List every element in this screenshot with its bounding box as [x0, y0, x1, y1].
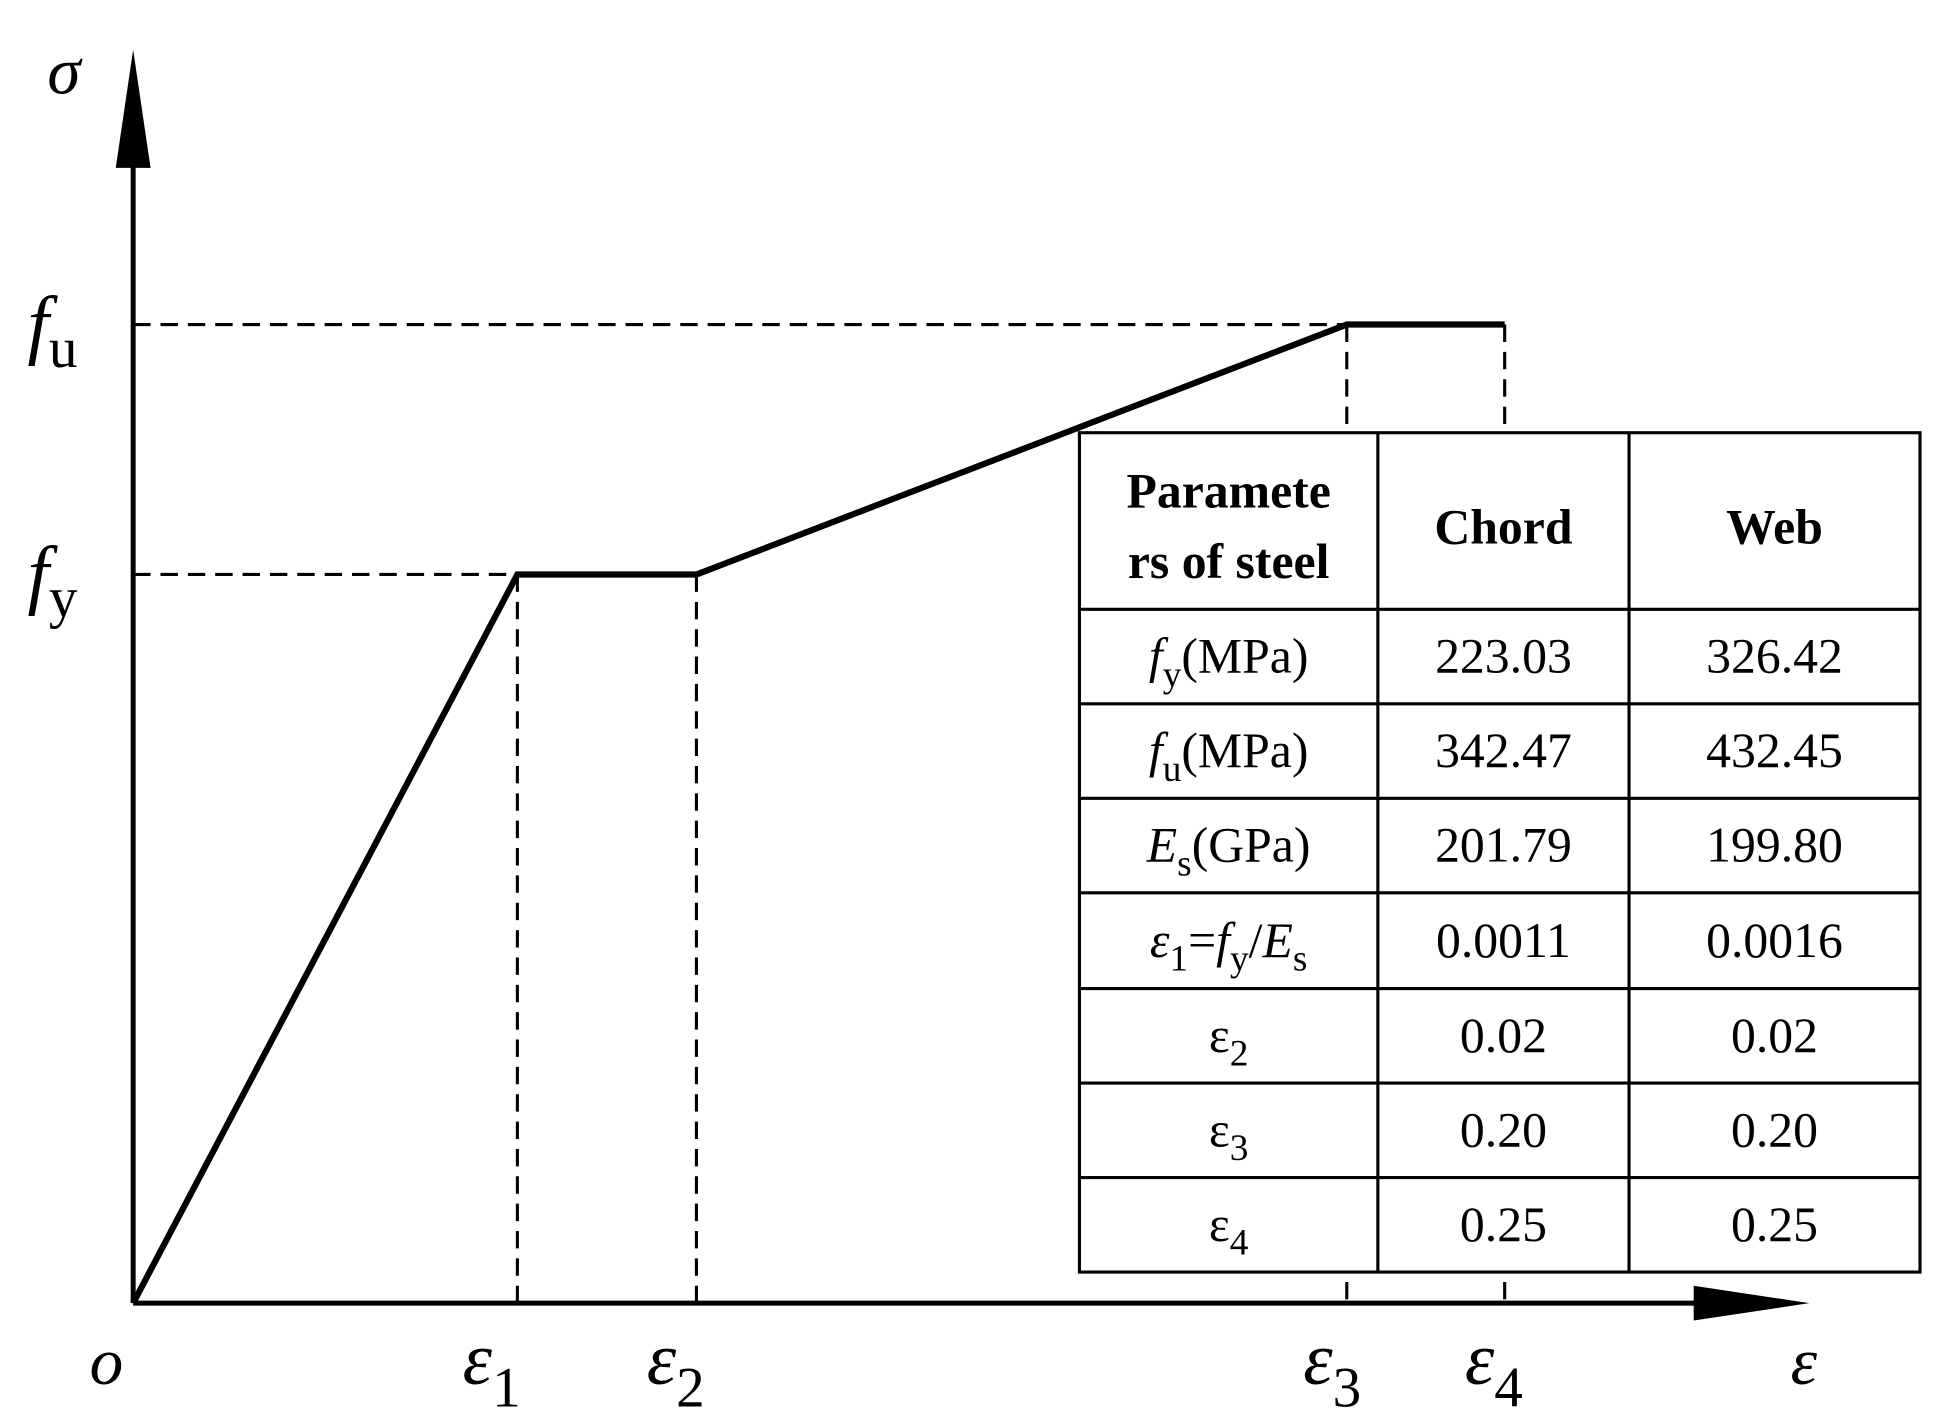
subscript: u — [49, 317, 78, 380]
row-label: ε3 — [1209, 1102, 1249, 1169]
value-cell: 0.02 — [1731, 1008, 1818, 1063]
value-cell: 0.0011 — [1436, 913, 1571, 968]
value-cell: 201.79 — [1435, 818, 1572, 873]
value-cell: 326.42 — [1706, 629, 1843, 684]
y-mark-label: fy — [27, 530, 77, 629]
label-part: = — [1188, 913, 1216, 968]
header-cell: Chord — [1434, 499, 1572, 554]
subscript: y — [1230, 939, 1249, 980]
subscript: 4 — [1230, 1223, 1249, 1264]
value-cell: 432.45 — [1706, 723, 1843, 778]
subscript: y — [1163, 654, 1182, 695]
row-label: Es(GPa) — [1146, 818, 1311, 885]
stress-strain-curve — [130, 321, 1505, 1305]
y-axis-label: σ — [47, 33, 83, 108]
label-part: ε — [1209, 1008, 1230, 1063]
symbol: ε — [647, 1319, 677, 1401]
symbol: ε — [463, 1319, 493, 1401]
guide-lines — [133, 322, 1507, 1304]
subscript: 3 — [1230, 1128, 1249, 1169]
label-part: (MPa) — [1181, 629, 1308, 684]
row-label: fy(MPa) — [1149, 629, 1309, 696]
value-cell: 0.02 — [1460, 1008, 1547, 1063]
label-part: (MPa) — [1181, 723, 1308, 778]
value-cell: 0.25 — [1731, 1197, 1818, 1252]
value-cell: 223.03 — [1435, 629, 1572, 684]
row-label: ε2 — [1209, 1008, 1249, 1075]
row-label: ε1=fy/Es — [1150, 913, 1308, 980]
symbol: ε — [1465, 1319, 1495, 1401]
value-cell: 342.47 — [1435, 723, 1572, 778]
subscript: y — [49, 567, 78, 630]
label-part: / — [1249, 913, 1263, 968]
label-part: ε — [1209, 1102, 1230, 1157]
label-part: E — [1146, 818, 1177, 873]
x-mark-label: ε1 — [463, 1319, 521, 1419]
subscript: u — [1163, 749, 1182, 790]
x-mark-label: ε4 — [1465, 1319, 1523, 1419]
subscript: s — [1293, 939, 1308, 980]
label-part: (GPa) — [1192, 818, 1311, 873]
table — [1077, 431, 1922, 1274]
label-part: E — [1261, 913, 1292, 968]
subscript: 1 — [1169, 939, 1188, 980]
y-arrow — [115, 49, 151, 168]
subscript: 1 — [492, 1356, 521, 1419]
label-part: ε — [1209, 1197, 1230, 1252]
subscript: 4 — [1494, 1356, 1523, 1419]
value-cell: 0.20 — [1460, 1102, 1547, 1157]
header-cell: Paramete — [1127, 463, 1331, 518]
row-label: fu(MPa) — [1149, 723, 1309, 790]
subscript: s — [1177, 843, 1192, 884]
header-cell: Web — [1726, 499, 1823, 554]
subscript: 2 — [676, 1356, 705, 1419]
label-part: ε — [1150, 913, 1170, 968]
y-mark-label: fu — [27, 280, 77, 379]
x-mark-label: ε2 — [647, 1319, 705, 1419]
value-cell: 0.0016 — [1706, 913, 1843, 968]
x-arrow — [1693, 1285, 1810, 1321]
value-cell: 0.25 — [1460, 1197, 1547, 1252]
subscript: 3 — [1333, 1356, 1362, 1419]
origin-label: o — [90, 1324, 124, 1399]
value-cell: 0.20 — [1731, 1102, 1818, 1157]
header-cell: rs of steel — [1128, 534, 1330, 589]
subscript: 2 — [1230, 1034, 1249, 1075]
value-cell: 199.80 — [1706, 818, 1843, 873]
row-label: ε4 — [1209, 1197, 1249, 1264]
symbol: ε — [1303, 1319, 1333, 1401]
x-mark-label: ε3 — [1303, 1319, 1361, 1419]
x-axis-label: ε — [1791, 1324, 1818, 1399]
